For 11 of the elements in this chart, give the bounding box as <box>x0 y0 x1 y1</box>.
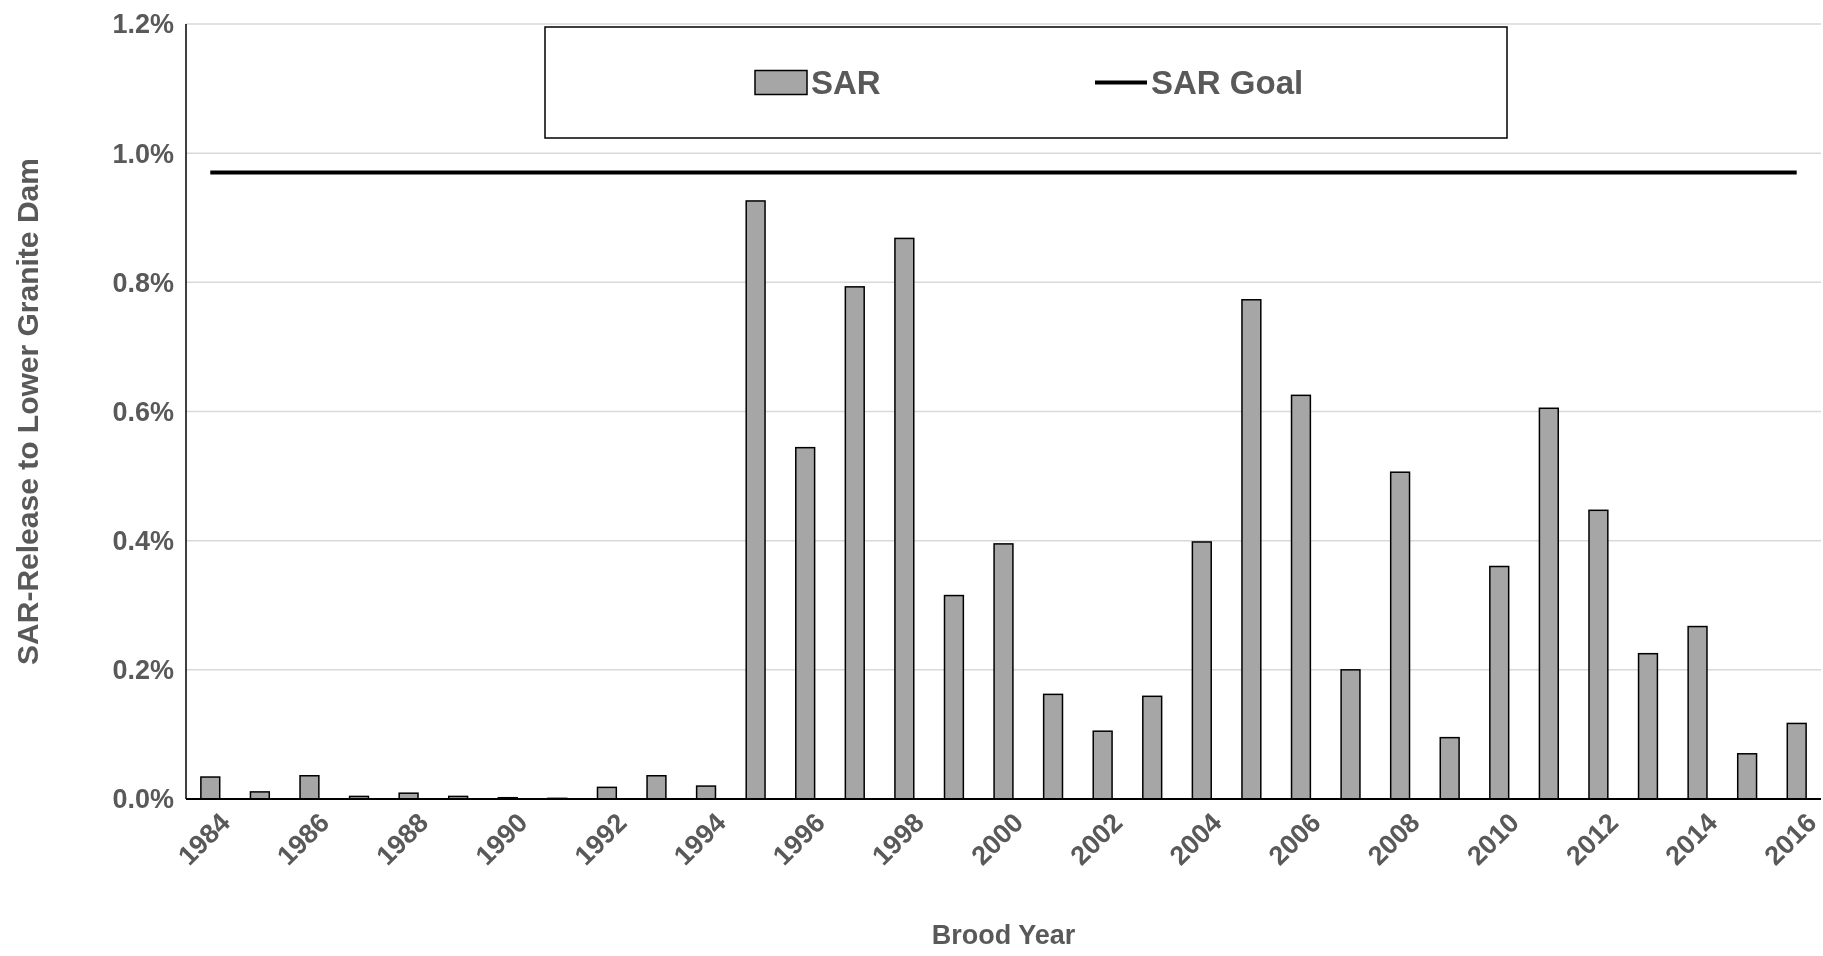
y-tick-label: 0.6% <box>112 396 174 427</box>
y-tick-label: 1.2% <box>112 9 174 40</box>
y-axis-title: SAR-Release to Lower Granite Dam <box>11 158 44 665</box>
legend-label: SAR Goal <box>1151 64 1304 102</box>
legend-label: SAR <box>811 64 881 102</box>
y-tick-label: 1.0% <box>112 138 174 169</box>
y-tick-label: 0.0% <box>112 784 174 815</box>
y-tick-label: 0.4% <box>112 526 174 557</box>
y-tick-label: 0.2% <box>112 655 174 686</box>
y-tick-label: 0.8% <box>112 267 174 298</box>
x-axis-title: Brood Year <box>931 920 1076 950</box>
